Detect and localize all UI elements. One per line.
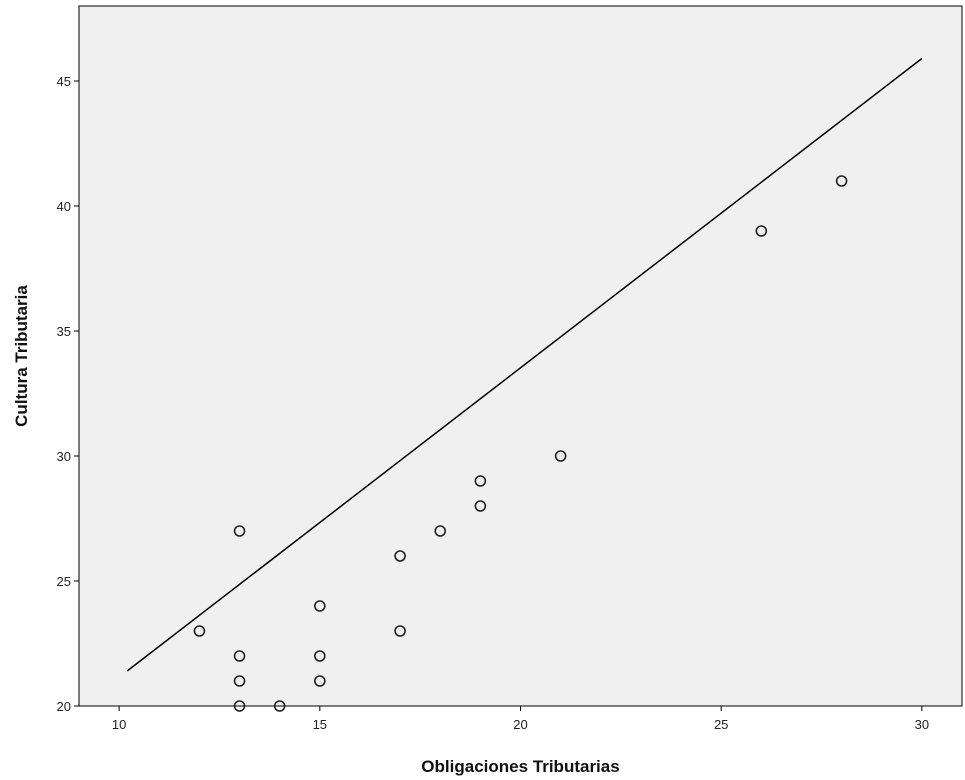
data-point xyxy=(233,525,246,537)
data-point xyxy=(474,500,487,512)
data-point xyxy=(273,700,286,712)
data-point xyxy=(755,225,768,237)
y-tick-label: 45 xyxy=(57,74,71,89)
x-tick-label: 30 xyxy=(915,717,929,732)
data-points xyxy=(193,175,848,712)
y-tick-label: 20 xyxy=(57,699,71,714)
reference-line xyxy=(126,57,923,672)
data-point xyxy=(394,625,406,637)
x-tick-label: 10 xyxy=(112,717,126,732)
y-tick-label: 25 xyxy=(57,574,71,589)
data-point xyxy=(394,550,406,562)
data-point xyxy=(193,625,206,637)
x-tick-label: 15 xyxy=(313,717,327,732)
x-axis-title: Obligaciones Tributarias xyxy=(421,757,619,776)
x-tick-label: 25 xyxy=(714,717,728,732)
y-tick-label: 35 xyxy=(57,324,71,339)
y-tick-label: 40 xyxy=(57,199,71,214)
y-tick-label: 30 xyxy=(57,449,71,464)
data-point xyxy=(233,650,246,662)
data-point xyxy=(314,600,326,612)
plot-area xyxy=(78,5,963,707)
data-point xyxy=(233,700,246,712)
y-axis: 20 25 30 35 40 45 xyxy=(57,74,79,714)
data-point xyxy=(474,475,487,487)
y-axis-title: Cultura Tributaria xyxy=(12,285,31,427)
data-point xyxy=(233,675,246,687)
x-tick-label: 20 xyxy=(513,717,527,732)
data-point xyxy=(314,650,326,662)
data-point xyxy=(314,675,326,687)
data-point xyxy=(434,525,447,537)
data-point xyxy=(835,175,848,187)
data-point xyxy=(554,450,567,462)
x-axis: 10 15 20 25 30 xyxy=(112,706,929,732)
